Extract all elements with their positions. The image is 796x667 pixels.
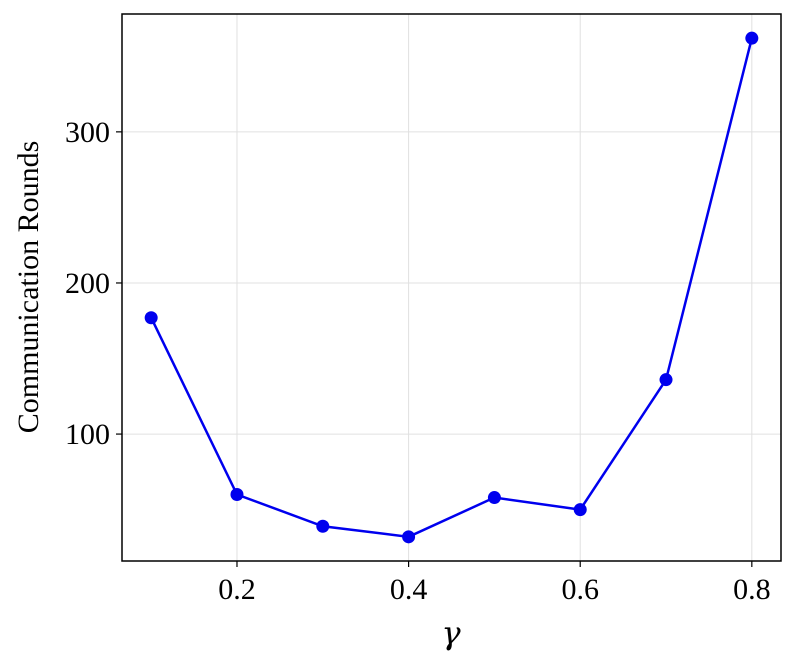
y-axis-label: Communication Rounds [12,141,45,434]
x-axis-label: γ [441,614,461,652]
x-tick-label: 0.6 [561,573,599,606]
data-point [659,373,673,387]
data-point [144,311,158,325]
plot-frame [121,13,782,562]
data-point [316,519,330,533]
data-point [573,503,587,517]
x-tick-label: 0.4 [390,573,428,606]
data-point [230,488,244,502]
series-line [150,37,754,539]
data-point [402,530,416,544]
data-point [487,491,501,505]
y-tick-label: 200 [65,267,110,300]
x-tick-label: 0.2 [218,573,256,606]
x-tick-label: 0.8 [733,573,771,606]
data-point [745,31,759,45]
y-tick-label: 300 [65,116,110,149]
y-tick-label: 100 [65,418,110,451]
